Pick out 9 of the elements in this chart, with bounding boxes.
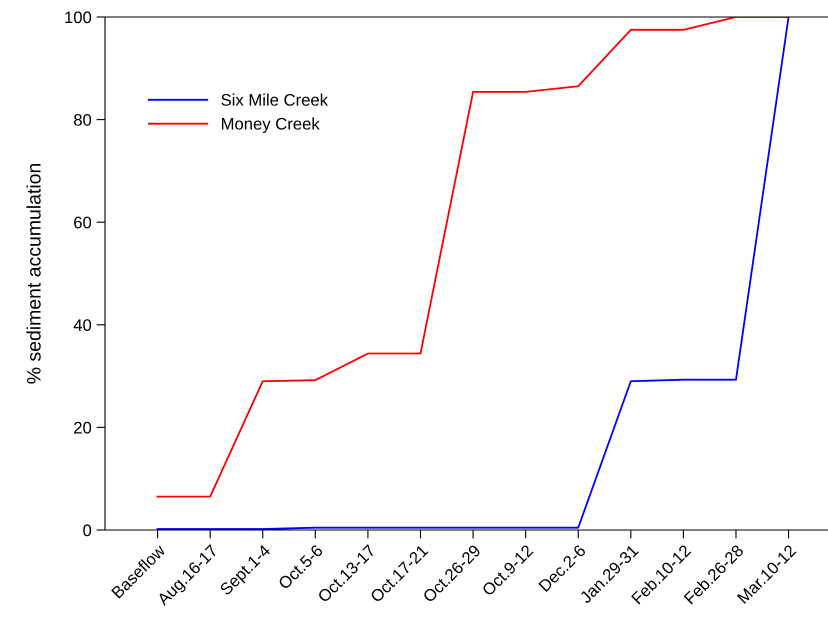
y-tick-label: 20 [74,422,92,434]
legend-label: Money Creek [222,117,320,133]
y-tick-label: 100 [65,11,92,24]
y-tick-label: 0 [83,524,92,536]
legend-label: Six Mile Creek [221,94,328,106]
y-axis-title: % sediment accumulation [26,164,41,384]
y-tick-label: 40 [74,319,92,332]
y-tick-label: 60 [74,216,92,228]
y-tick-label: 80 [74,114,92,126]
